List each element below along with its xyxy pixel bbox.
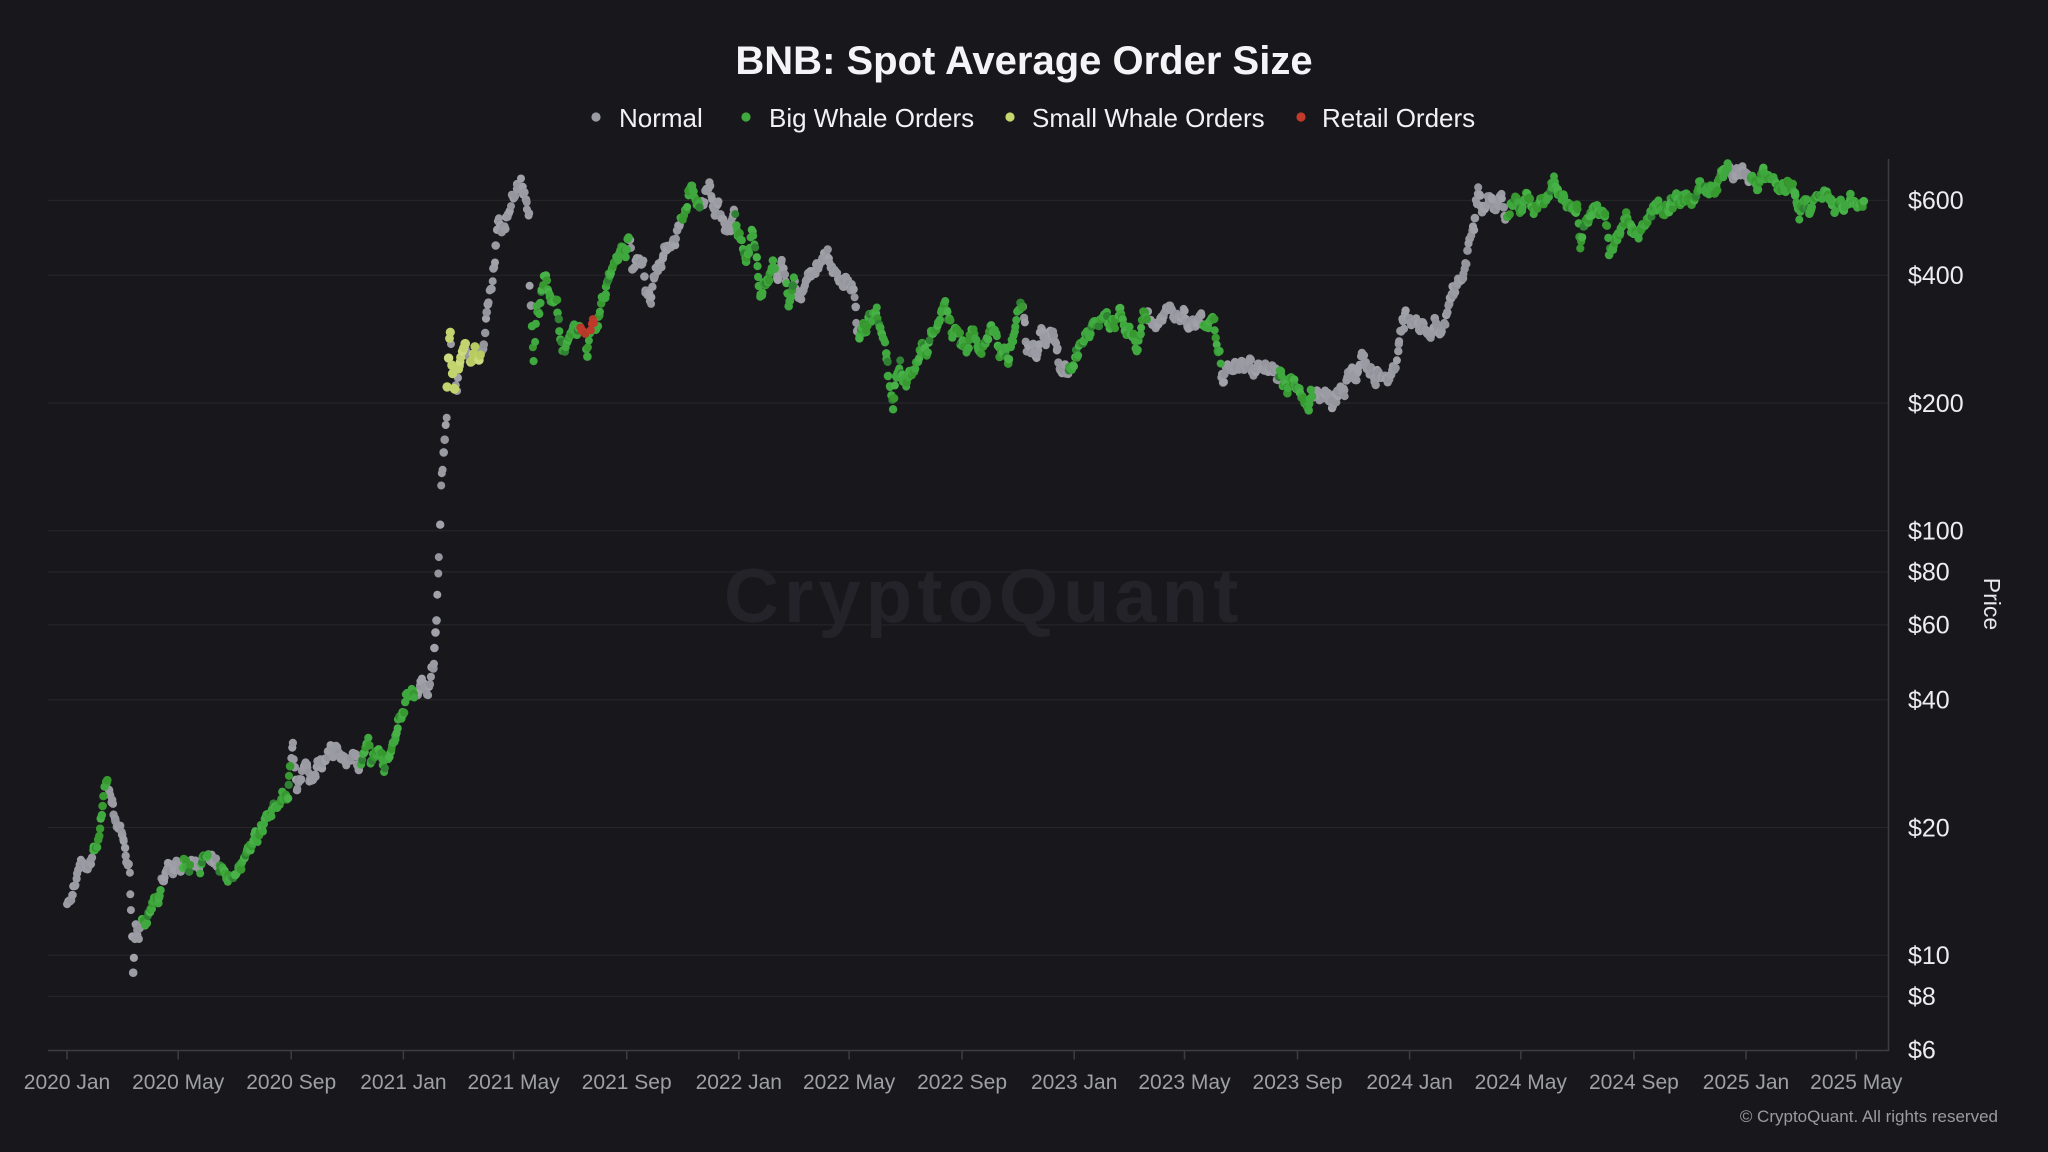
svg-text:2021 May: 2021 May: [467, 1071, 560, 1094]
svg-text:2022 Sep: 2022 Sep: [917, 1071, 1007, 1094]
svg-text:$8: $8: [1908, 983, 1936, 1011]
svg-text:$600: $600: [1908, 187, 1964, 215]
svg-text:2020 Jan: 2020 Jan: [24, 1071, 110, 1094]
svg-text:2024 Sep: 2024 Sep: [1589, 1071, 1679, 1094]
svg-text:2020 May: 2020 May: [132, 1071, 225, 1094]
svg-text:2022 Jan: 2022 Jan: [696, 1071, 782, 1094]
svg-text:$80: $80: [1908, 559, 1950, 587]
svg-text:$20: $20: [1908, 814, 1950, 842]
svg-text:$6: $6: [1908, 1036, 1936, 1064]
svg-text:2025 May: 2025 May: [1810, 1071, 1903, 1094]
svg-text:2021 Jan: 2021 Jan: [360, 1071, 446, 1094]
svg-text:CryptoQuant: CryptoQuant: [724, 554, 1243, 639]
svg-text:$100: $100: [1908, 518, 1964, 546]
svg-text:Retail Orders: Retail Orders: [1322, 103, 1475, 133]
svg-text:Big Whale Orders: Big Whale Orders: [769, 103, 974, 133]
svg-text:$400: $400: [1908, 262, 1964, 290]
svg-text:BNB: Spot Average Order Size: BNB: Spot Average Order Size: [735, 39, 1312, 83]
svg-text:2021 Sep: 2021 Sep: [582, 1071, 672, 1094]
svg-text:$60: $60: [1908, 612, 1950, 640]
svg-text:2023 May: 2023 May: [1138, 1071, 1231, 1094]
svg-text:$200: $200: [1908, 390, 1964, 418]
svg-text:2022 May: 2022 May: [803, 1071, 896, 1094]
svg-text:2025 Jan: 2025 Jan: [1703, 1071, 1789, 1094]
svg-text:2023 Sep: 2023 Sep: [1253, 1071, 1343, 1094]
svg-text:$40: $40: [1908, 687, 1950, 715]
svg-text:2020 Sep: 2020 Sep: [246, 1071, 336, 1094]
svg-text:Price: Price: [1979, 578, 2005, 630]
svg-text:Small Whale Orders: Small Whale Orders: [1032, 103, 1265, 133]
svg-text:© CryptoQuant. All rights rese: © CryptoQuant. All rights reserved: [1740, 1107, 1998, 1126]
svg-text:$10: $10: [1908, 942, 1950, 970]
svg-text:2024 Jan: 2024 Jan: [1366, 1071, 1452, 1094]
svg-text:2023 Jan: 2023 Jan: [1031, 1071, 1117, 1094]
svg-text:2024 May: 2024 May: [1475, 1071, 1568, 1094]
svg-text:Normal: Normal: [619, 103, 703, 133]
